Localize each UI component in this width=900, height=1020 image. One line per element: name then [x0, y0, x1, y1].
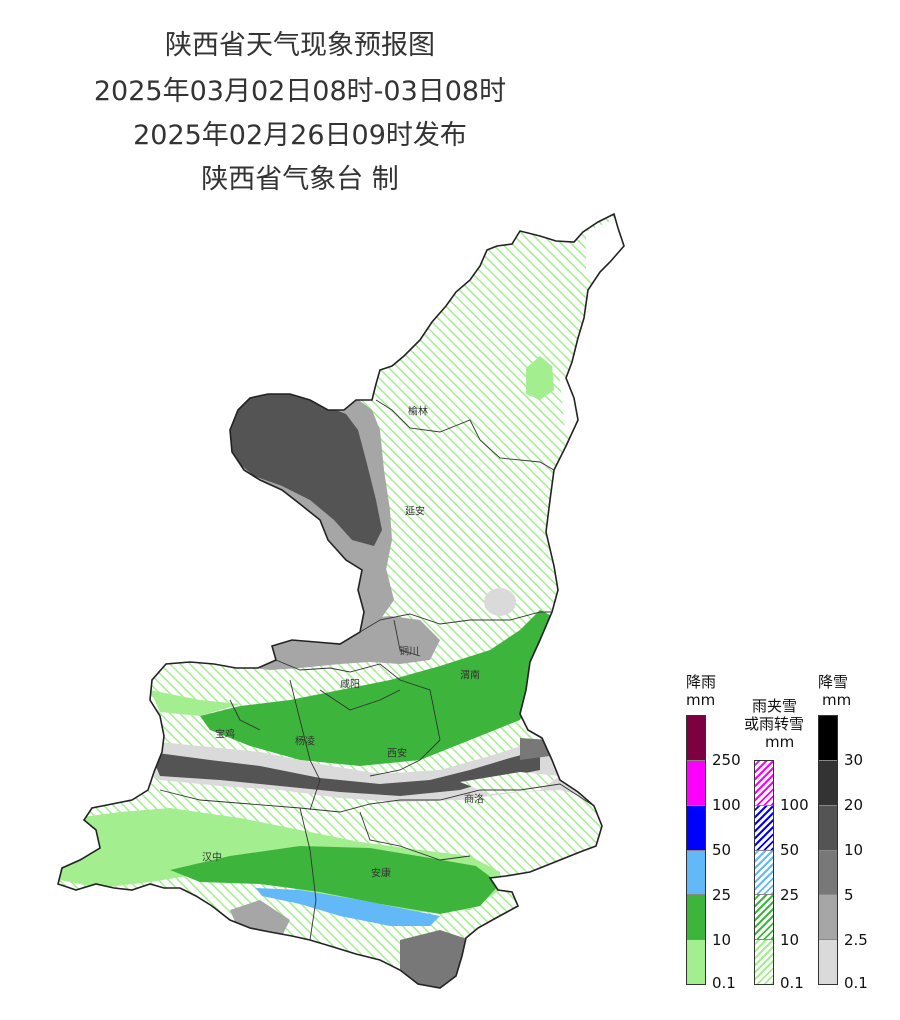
legend-snow-tick: 30: [844, 751, 864, 769]
city-label-tongchuan: 铜川: [399, 646, 419, 658]
city-label-weinan: 渭南: [460, 670, 480, 682]
legend-snow-tick: 5: [844, 886, 854, 904]
city-label-shangluo: 商洛: [464, 794, 484, 806]
legend-sleet-bar: [754, 760, 774, 985]
moderate-rain-south: [170, 846, 500, 914]
legend-rain-tick: 50: [712, 841, 732, 859]
city-label-yulin: 榆林: [408, 406, 428, 418]
map-header: 陕西省天气现象预报图 2025年03月02日08时-03日08时 2025年02…: [60, 22, 540, 202]
snow-band-edge: [360, 548, 394, 622]
sleet-patch-shangluo: [460, 772, 560, 794]
legend-snow-segment: [819, 894, 837, 940]
issue-time: 2025年02月26日09时发布: [133, 120, 467, 151]
legend-rain-tick: 0.1: [712, 974, 736, 992]
legend-sleet-unit: mm: [765, 733, 795, 751]
no-precip-area-ne: [586, 214, 624, 340]
city-label-xianyang: 咸阳: [340, 679, 360, 691]
issuer: 陕西省气象台 制: [201, 164, 399, 195]
legend-sleet-tick: 0.1: [780, 974, 804, 992]
legend-sleet-segment: [755, 894, 773, 940]
legend-sleet-tick: 25: [780, 886, 800, 904]
legend-rain-bar: [686, 715, 706, 985]
city-label-hanzhong: 汉中: [202, 852, 222, 864]
legend-snow-tick: 20: [844, 796, 864, 814]
legend-snow-title: 降雪: [818, 673, 849, 691]
forecast-period: 2025年03月02日08时-03日08时: [93, 76, 507, 107]
snow-moderate-qinling: [150, 750, 540, 796]
legend-snow-segment: [819, 849, 837, 895]
map-title: 陕西省天气现象预报图: [165, 30, 435, 61]
city-label-xian: 西安: [387, 748, 407, 760]
legend-rain-tick: 25: [712, 886, 732, 904]
moderate-rain-guanzhong: [200, 610, 560, 766]
legend-rain-unit: mm: [686, 691, 716, 709]
city-label-yanan: 延安: [405, 506, 425, 518]
legend-snow-bar: [818, 715, 838, 985]
legend-sleet-segment: [755, 804, 773, 850]
legend-sleet-title: 雨夹雪: [752, 697, 798, 715]
legend-sleet-subtitle: 或雨转雪: [744, 715, 805, 733]
legend-snow-tick: 2.5: [844, 931, 868, 949]
legend-rain-tick: 250: [712, 751, 741, 769]
legend-snow-tick: 10: [844, 841, 864, 859]
city-label-baoji: 宝鸡: [215, 729, 235, 741]
light-rain-baoji: [150, 690, 240, 716]
snow-patch-shangluo: [520, 738, 550, 760]
heavy-rain-strip: [256, 888, 440, 926]
light-rain-patch: [526, 356, 554, 400]
legend-rain-segment: [687, 716, 705, 760]
legend-snow-tick: 0.1: [844, 974, 868, 992]
legend-sleet-tick: 50: [780, 841, 800, 859]
snow-south-east: [400, 930, 470, 988]
legend-rain-segment: [687, 894, 705, 940]
city-boundaries: [159, 399, 595, 941]
legend-rain-title: 降雨: [686, 673, 717, 691]
legend-sleet-segment: [755, 939, 773, 984]
legend-rain-segment: [687, 849, 705, 895]
snow-patch-weinan: [484, 588, 516, 616]
legend-rain-segment: [687, 939, 705, 984]
city-label-ankang: 安康: [371, 868, 391, 880]
legend-snow-segment: [819, 716, 837, 760]
city-label-yangling: 杨凌: [295, 736, 315, 748]
legend-sleet-tick: 10: [780, 931, 800, 949]
legend-sleet-segment: [755, 761, 773, 805]
legend-snow-segment: [819, 759, 837, 805]
legend-sleet-segment: [755, 849, 773, 895]
snow-moderate-region: [220, 388, 382, 546]
legend-snow-segment: [819, 939, 837, 984]
legend-rain-segment: [687, 759, 705, 805]
legend-sleet-tick: 100: [780, 796, 809, 814]
legend-rain-tick: 100: [712, 796, 741, 814]
legend-rain-tick: 10: [712, 931, 732, 949]
legend-rain-segment: [687, 804, 705, 850]
legend-snow-unit: mm: [822, 691, 852, 709]
legend-snow-segment: [819, 804, 837, 850]
